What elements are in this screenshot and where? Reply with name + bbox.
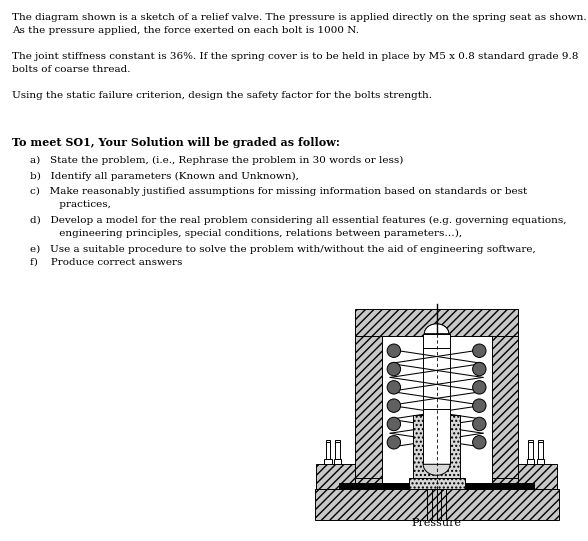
Circle shape xyxy=(473,417,486,431)
Bar xyxy=(334,459,342,464)
Circle shape xyxy=(387,417,400,431)
Bar xyxy=(423,334,450,348)
Circle shape xyxy=(473,362,486,376)
Bar xyxy=(335,443,340,459)
Bar xyxy=(528,443,533,459)
Circle shape xyxy=(387,399,400,412)
Text: As the pressure applied, the force exerted on each bolt is 1000 N.: As the pressure applied, the force exert… xyxy=(12,26,359,35)
Bar xyxy=(538,443,543,459)
Polygon shape xyxy=(423,464,450,475)
Bar xyxy=(423,410,450,464)
Text: e)   Use a suitable procedure to solve the problem with/without the aid of engin: e) Use a suitable procedure to solve the… xyxy=(30,245,536,254)
Circle shape xyxy=(387,362,400,376)
Text: b)   Identify all parameters (Known and Unknown),: b) Identify all parameters (Known and Un… xyxy=(30,171,299,181)
Polygon shape xyxy=(425,324,449,334)
Bar xyxy=(335,440,340,443)
Bar xyxy=(538,440,543,443)
Bar xyxy=(325,459,332,464)
Bar xyxy=(423,348,450,483)
Text: a)   State the problem, (i.e., Rephrase the problem in 30 words or less): a) State the problem, (i.e., Rephrase th… xyxy=(30,156,403,165)
Circle shape xyxy=(387,436,400,449)
Bar xyxy=(316,464,355,489)
Bar xyxy=(355,309,519,336)
Bar xyxy=(527,459,534,464)
Bar xyxy=(519,464,557,489)
Bar xyxy=(528,440,533,443)
Bar xyxy=(382,336,492,483)
Text: To meet SO1, Your Solution will be graded as follow:: To meet SO1, Your Solution will be grade… xyxy=(12,136,340,148)
Text: practices,: practices, xyxy=(30,200,111,209)
Text: f)    Produce correct answers: f) Produce correct answers xyxy=(30,258,182,266)
Circle shape xyxy=(473,381,486,394)
Text: d)   Develop a model for the real problem considering all essential features (e.: d) Develop a model for the real problem … xyxy=(30,216,566,225)
Bar xyxy=(315,489,559,520)
Bar xyxy=(326,440,330,443)
Text: Using the static failure criterion, design the safety factor for the bolts stren: Using the static failure criterion, desi… xyxy=(12,91,432,100)
Text: engineering principles, special conditions, relations between parameters…),: engineering principles, special conditio… xyxy=(30,229,462,238)
Text: The diagram shown is a sketch of a relief valve. The pressure is applied directl: The diagram shown is a sketch of a relie… xyxy=(12,13,587,22)
Bar xyxy=(355,336,382,483)
Bar xyxy=(409,478,465,489)
Bar xyxy=(413,415,460,483)
Bar xyxy=(355,478,519,489)
Text: c)   Make reasonably justified assumptions for missing information based on stan: c) Make reasonably justified assumptions… xyxy=(30,187,527,196)
Circle shape xyxy=(387,381,400,394)
Bar xyxy=(326,443,330,459)
Circle shape xyxy=(473,436,486,449)
Text: bolts of coarse thread.: bolts of coarse thread. xyxy=(12,65,131,74)
Circle shape xyxy=(387,344,400,358)
Text: Pressure: Pressure xyxy=(412,518,462,527)
Text: The joint stiffness constant is 36%. If the spring cover is to be held in place : The joint stiffness constant is 36%. If … xyxy=(12,52,579,61)
Circle shape xyxy=(473,399,486,412)
Bar xyxy=(537,459,544,464)
Circle shape xyxy=(473,344,486,358)
Bar xyxy=(492,336,519,483)
Bar xyxy=(339,483,534,489)
